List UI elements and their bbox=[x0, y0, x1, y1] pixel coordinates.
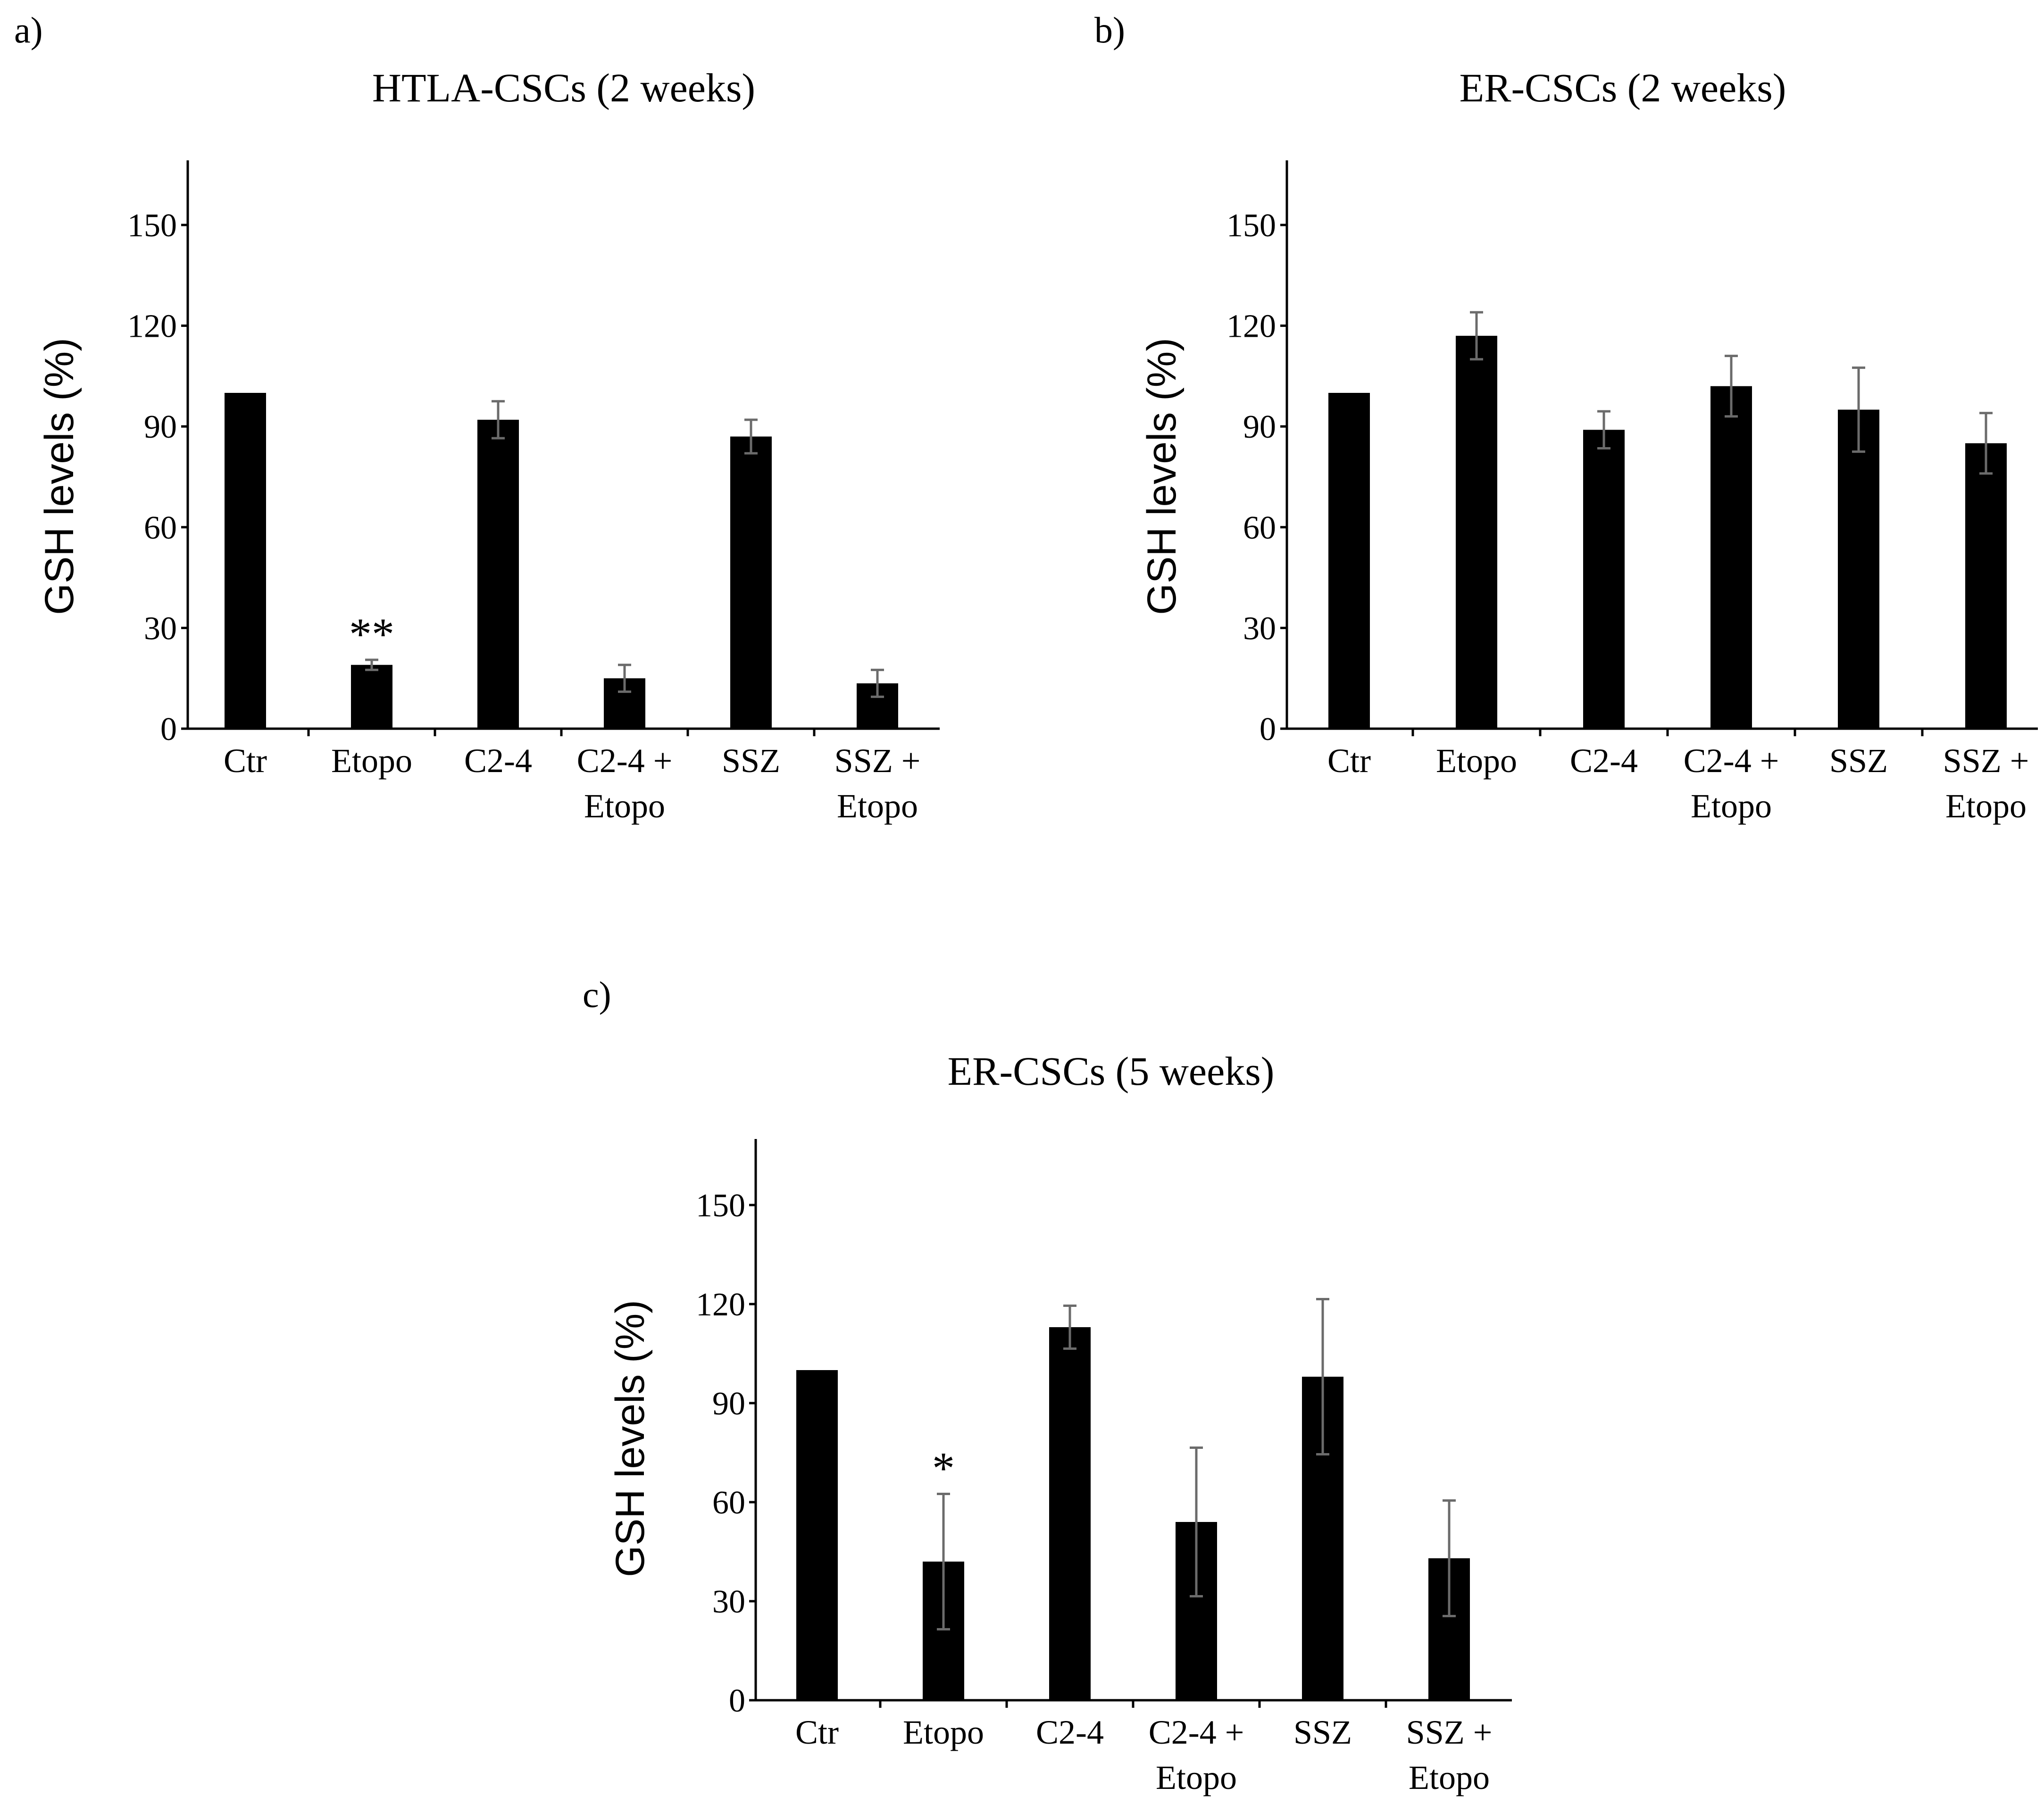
y-axis-label: GSH levels (%) bbox=[608, 1300, 653, 1577]
bar bbox=[1838, 409, 1879, 729]
bar bbox=[225, 393, 266, 729]
bar bbox=[351, 665, 392, 729]
y-tick-label: 60 bbox=[1243, 510, 1276, 546]
y-tick-label: 0 bbox=[1260, 711, 1276, 748]
y-tick-label: 30 bbox=[712, 1584, 745, 1620]
y-tick-label: 150 bbox=[127, 208, 177, 244]
category-label: C2-4 bbox=[1570, 742, 1638, 780]
category-label: Etopo bbox=[903, 1713, 984, 1751]
category-label: Etopo bbox=[1436, 742, 1517, 780]
bar bbox=[1328, 393, 1370, 729]
y-tick-label: 30 bbox=[144, 610, 177, 647]
category-label: SSZ bbox=[722, 742, 780, 780]
category-label: Etopo bbox=[331, 742, 412, 780]
y-tick-label: 0 bbox=[160, 711, 177, 748]
category-label: Etopo bbox=[584, 787, 665, 825]
significance-label: * bbox=[932, 1443, 955, 1494]
y-tick-label: 90 bbox=[144, 409, 177, 445]
y-axis-label: GSH levels (%) bbox=[37, 338, 82, 615]
bar bbox=[1965, 443, 2007, 729]
y-tick-label: 150 bbox=[1226, 208, 1276, 244]
panel-letter: b) bbox=[1094, 9, 1125, 50]
bar bbox=[730, 436, 772, 729]
panel-letter: a) bbox=[14, 9, 43, 50]
chart-title: HTLA-CSCs (2 weeks) bbox=[372, 65, 755, 110]
bar bbox=[1049, 1327, 1091, 1700]
category-label: SSZ + bbox=[1406, 1713, 1493, 1751]
panel-letter: c) bbox=[583, 974, 611, 1015]
y-tick-label: 30 bbox=[1243, 610, 1276, 647]
category-label: C2-4 + bbox=[1149, 1713, 1244, 1751]
category-label: C2-4 + bbox=[1684, 742, 1779, 780]
category-label: Etopo bbox=[1156, 1759, 1237, 1796]
category-label: Ctr bbox=[1327, 742, 1371, 780]
category-label: Etopo bbox=[1945, 787, 2027, 825]
chart-panel-2: b) ER-CSCs (2 weeks) GSH levels (%) 0 30 60 90… bbox=[1094, 9, 2038, 825]
y-tick-label: 120 bbox=[127, 308, 177, 345]
category-label: Ctr bbox=[795, 1713, 839, 1751]
category-label: C2-4 bbox=[464, 742, 532, 780]
category-label: SSZ + bbox=[1943, 742, 2029, 780]
y-tick-label: 120 bbox=[1226, 308, 1276, 345]
y-tick-label: 90 bbox=[712, 1386, 745, 1422]
bar bbox=[796, 1370, 838, 1700]
chart-panel-3: c) ER-CSCs (5 weeks) GSH levels (%) 0 30 60 90… bbox=[583, 974, 1512, 1796]
y-tick-label: 150 bbox=[696, 1188, 745, 1224]
bar bbox=[477, 419, 519, 729]
y-tick-label: 90 bbox=[1243, 409, 1276, 445]
y-tick-label: 60 bbox=[712, 1485, 745, 1521]
y-axis-label: GSH levels (%) bbox=[1139, 338, 1185, 615]
category-label: Etopo bbox=[837, 787, 918, 825]
category-label: SSZ bbox=[1829, 742, 1888, 780]
chart-title: ER-CSCs (2 weeks) bbox=[1460, 65, 1786, 110]
y-tick-label: 120 bbox=[696, 1287, 745, 1323]
category-label: C2-4 + bbox=[577, 742, 673, 780]
category-label: Ctr bbox=[224, 742, 267, 780]
bar bbox=[1456, 335, 1497, 729]
bar bbox=[1583, 430, 1625, 729]
category-label: Etopo bbox=[1691, 787, 1772, 825]
chart-panel-1: a) HTLA-CSCs (2 weeks) GSH levels (%) 0 30 60… bbox=[14, 9, 940, 825]
y-tick-label: 60 bbox=[144, 510, 177, 546]
bar bbox=[1710, 386, 1752, 729]
chart-title: ER-CSCs (5 weeks) bbox=[948, 1048, 1275, 1094]
category-label: Etopo bbox=[1409, 1759, 1490, 1796]
category-label: SSZ bbox=[1293, 1713, 1352, 1751]
category-label: C2-4 bbox=[1036, 1713, 1104, 1751]
category-label: SSZ + bbox=[834, 742, 921, 780]
y-tick-label: 0 bbox=[729, 1683, 745, 1719]
significance-label: ** bbox=[349, 609, 394, 659]
